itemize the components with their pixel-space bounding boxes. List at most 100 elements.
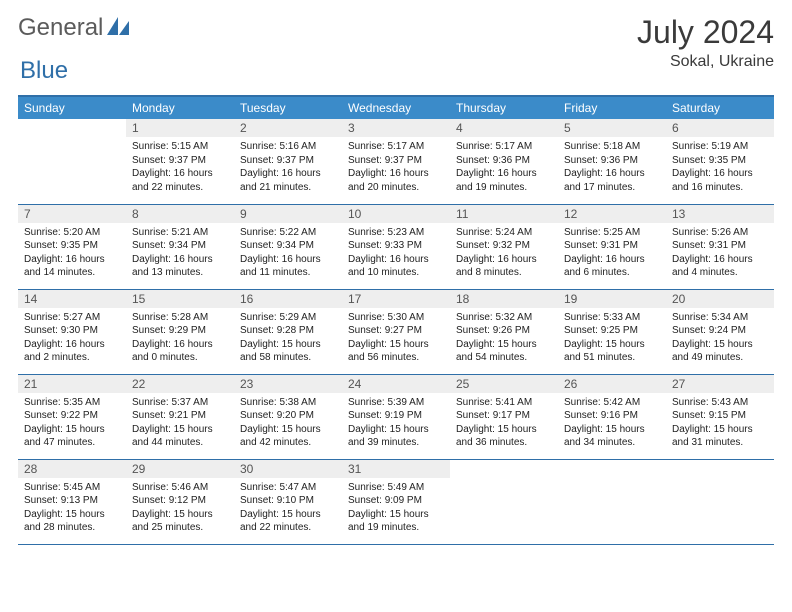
sunset-text: Sunset: 9:35 PM <box>24 239 120 253</box>
dow-monday: Monday <box>126 96 234 119</box>
daylight-line1: Daylight: 15 hours <box>564 338 660 352</box>
sunrise-text: Sunrise: 5:33 AM <box>564 311 660 325</box>
daylight-line2: and 36 minutes. <box>456 436 552 450</box>
daylight-line2: and 16 minutes. <box>672 181 768 195</box>
sunset-text: Sunset: 9:17 PM <box>456 409 552 423</box>
sunrise-text: Sunrise: 5:25 AM <box>564 226 660 240</box>
day-number: 27 <box>666 375 774 393</box>
daylight-line2: and 54 minutes. <box>456 351 552 365</box>
day-number: 29 <box>126 460 234 478</box>
day-details: Sunrise: 5:28 AMSunset: 9:29 PMDaylight:… <box>126 308 234 368</box>
calendar-cell: 14Sunrise: 5:27 AMSunset: 9:30 PMDayligh… <box>18 289 126 374</box>
daylight-line2: and 21 minutes. <box>240 181 336 195</box>
daylight-line1: Daylight: 15 hours <box>348 423 444 437</box>
sunset-text: Sunset: 9:22 PM <box>24 409 120 423</box>
day-number: 9 <box>234 205 342 223</box>
sunset-text: Sunset: 9:31 PM <box>564 239 660 253</box>
daylight-line2: and 10 minutes. <box>348 266 444 280</box>
day-details: Sunrise: 5:30 AMSunset: 9:27 PMDaylight:… <box>342 308 450 368</box>
calendar-week-row: 1Sunrise: 5:15 AMSunset: 9:37 PMDaylight… <box>18 119 774 204</box>
calendar-cell <box>666 459 774 544</box>
day-details: Sunrise: 5:19 AMSunset: 9:35 PMDaylight:… <box>666 137 774 197</box>
sunrise-text: Sunrise: 5:21 AM <box>132 226 228 240</box>
daylight-line1: Daylight: 16 hours <box>348 253 444 267</box>
day-details: Sunrise: 5:43 AMSunset: 9:15 PMDaylight:… <box>666 393 774 453</box>
daylight-line1: Daylight: 15 hours <box>456 423 552 437</box>
day-details: Sunrise: 5:35 AMSunset: 9:22 PMDaylight:… <box>18 393 126 453</box>
calendar-cell: 5Sunrise: 5:18 AMSunset: 9:36 PMDaylight… <box>558 119 666 204</box>
calendar-cell: 8Sunrise: 5:21 AMSunset: 9:34 PMDaylight… <box>126 204 234 289</box>
sunset-text: Sunset: 9:24 PM <box>672 324 768 338</box>
sunrise-text: Sunrise: 5:35 AM <box>24 396 120 410</box>
day-details: Sunrise: 5:25 AMSunset: 9:31 PMDaylight:… <box>558 223 666 283</box>
calendar-cell: 27Sunrise: 5:43 AMSunset: 9:15 PMDayligh… <box>666 374 774 459</box>
daylight-line1: Daylight: 16 hours <box>24 338 120 352</box>
day-number: 31 <box>342 460 450 478</box>
calendar-cell: 26Sunrise: 5:42 AMSunset: 9:16 PMDayligh… <box>558 374 666 459</box>
daylight-line1: Daylight: 15 hours <box>348 508 444 522</box>
day-number: 1 <box>126 119 234 137</box>
sunrise-text: Sunrise: 5:49 AM <box>348 481 444 495</box>
day-number: 7 <box>18 205 126 223</box>
sunset-text: Sunset: 9:37 PM <box>348 154 444 168</box>
daylight-line2: and 22 minutes. <box>132 181 228 195</box>
calendar-cell: 13Sunrise: 5:26 AMSunset: 9:31 PMDayligh… <box>666 204 774 289</box>
day-number: 12 <box>558 205 666 223</box>
day-number: 28 <box>18 460 126 478</box>
day-number: 6 <box>666 119 774 137</box>
sunrise-text: Sunrise: 5:47 AM <box>240 481 336 495</box>
calendar-week-row: 28Sunrise: 5:45 AMSunset: 9:13 PMDayligh… <box>18 459 774 544</box>
calendar-cell: 1Sunrise: 5:15 AMSunset: 9:37 PMDaylight… <box>126 119 234 204</box>
daylight-line1: Daylight: 16 hours <box>564 253 660 267</box>
day-details: Sunrise: 5:18 AMSunset: 9:36 PMDaylight:… <box>558 137 666 197</box>
calendar-cell: 12Sunrise: 5:25 AMSunset: 9:31 PMDayligh… <box>558 204 666 289</box>
daylight-line1: Daylight: 15 hours <box>240 338 336 352</box>
sunrise-text: Sunrise: 5:42 AM <box>564 396 660 410</box>
sunrise-text: Sunrise: 5:34 AM <box>672 311 768 325</box>
calendar-cell: 20Sunrise: 5:34 AMSunset: 9:24 PMDayligh… <box>666 289 774 374</box>
daylight-line2: and 19 minutes. <box>348 521 444 535</box>
day-number: 22 <box>126 375 234 393</box>
daylight-line2: and 34 minutes. <box>564 436 660 450</box>
calendar-cell: 17Sunrise: 5:30 AMSunset: 9:27 PMDayligh… <box>342 289 450 374</box>
daylight-line1: Daylight: 16 hours <box>24 253 120 267</box>
sunset-text: Sunset: 9:30 PM <box>24 324 120 338</box>
daylight-line2: and 2 minutes. <box>24 351 120 365</box>
day-number: 11 <box>450 205 558 223</box>
calendar-cell: 30Sunrise: 5:47 AMSunset: 9:10 PMDayligh… <box>234 459 342 544</box>
day-details: Sunrise: 5:33 AMSunset: 9:25 PMDaylight:… <box>558 308 666 368</box>
daylight-line2: and 25 minutes. <box>132 521 228 535</box>
calendar-cell: 25Sunrise: 5:41 AMSunset: 9:17 PMDayligh… <box>450 374 558 459</box>
sunset-text: Sunset: 9:09 PM <box>348 494 444 508</box>
sunset-text: Sunset: 9:34 PM <box>132 239 228 253</box>
dow-thursday: Thursday <box>450 96 558 119</box>
logo: General <box>18 14 133 42</box>
day-number: 15 <box>126 290 234 308</box>
sunset-text: Sunset: 9:37 PM <box>240 154 336 168</box>
sunset-text: Sunset: 9:32 PM <box>456 239 552 253</box>
day-number: 16 <box>234 290 342 308</box>
day-details: Sunrise: 5:16 AMSunset: 9:37 PMDaylight:… <box>234 137 342 197</box>
daylight-line2: and 6 minutes. <box>564 266 660 280</box>
calendar-cell: 2Sunrise: 5:16 AMSunset: 9:37 PMDaylight… <box>234 119 342 204</box>
day-number: 3 <box>342 119 450 137</box>
calendar-cell <box>18 119 126 204</box>
sunrise-text: Sunrise: 5:24 AM <box>456 226 552 240</box>
daylight-line1: Daylight: 16 hours <box>132 338 228 352</box>
daylight-line1: Daylight: 16 hours <box>132 167 228 181</box>
calendar-cell: 7Sunrise: 5:20 AMSunset: 9:35 PMDaylight… <box>18 204 126 289</box>
daylight-line2: and 20 minutes. <box>348 181 444 195</box>
sunset-text: Sunset: 9:28 PM <box>240 324 336 338</box>
sunset-text: Sunset: 9:12 PM <box>132 494 228 508</box>
calendar-cell: 22Sunrise: 5:37 AMSunset: 9:21 PMDayligh… <box>126 374 234 459</box>
daylight-line2: and 47 minutes. <box>24 436 120 450</box>
calendar-cell: 28Sunrise: 5:45 AMSunset: 9:13 PMDayligh… <box>18 459 126 544</box>
sunrise-text: Sunrise: 5:23 AM <box>348 226 444 240</box>
sunset-text: Sunset: 9:21 PM <box>132 409 228 423</box>
sunrise-text: Sunrise: 5:19 AM <box>672 140 768 154</box>
day-number: 18 <box>450 290 558 308</box>
daylight-line1: Daylight: 16 hours <box>240 253 336 267</box>
day-details: Sunrise: 5:15 AMSunset: 9:37 PMDaylight:… <box>126 137 234 197</box>
sunset-text: Sunset: 9:25 PM <box>564 324 660 338</box>
daylight-line1: Daylight: 16 hours <box>672 167 768 181</box>
